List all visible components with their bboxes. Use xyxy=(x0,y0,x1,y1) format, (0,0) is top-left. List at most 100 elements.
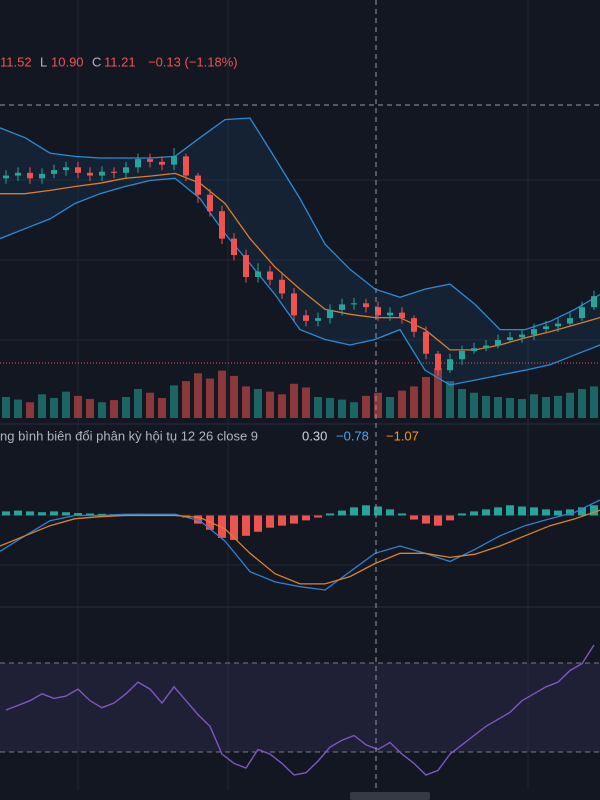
candle-body xyxy=(435,353,441,371)
volume-bar xyxy=(14,399,22,418)
macd-histogram-bar xyxy=(98,513,106,516)
volume-bar xyxy=(338,399,346,418)
volume-bar xyxy=(278,394,286,418)
bollinger-lower xyxy=(0,177,600,386)
macd-histogram-bar xyxy=(50,511,58,516)
macd-histogram-bar xyxy=(14,510,22,516)
volume-bar xyxy=(242,386,250,418)
volume-bar xyxy=(326,398,334,418)
volume-bar xyxy=(86,399,94,418)
candle-body xyxy=(591,296,597,308)
candle-body xyxy=(483,345,489,349)
volume-bar xyxy=(110,400,118,418)
candle-body xyxy=(255,271,261,277)
volume-bar xyxy=(314,396,322,418)
macd-signal-line xyxy=(0,509,600,585)
legend-change: −0.13 (−1.18%) xyxy=(148,54,238,69)
candle-body xyxy=(351,303,357,305)
macd-histogram-bar xyxy=(2,511,10,516)
bollinger-upper xyxy=(0,117,600,331)
candle-body xyxy=(51,170,57,174)
candle-body xyxy=(471,348,477,352)
macd-histogram-bar xyxy=(542,509,550,516)
candle-body xyxy=(243,255,249,277)
volume-bar xyxy=(50,398,58,418)
candle-body xyxy=(315,318,321,321)
macd-histogram-bar xyxy=(554,510,562,516)
candle-body xyxy=(15,172,21,176)
macd-histogram-bar xyxy=(302,515,310,521)
candle-body xyxy=(27,172,33,179)
scrollbar[interactable] xyxy=(350,792,430,800)
volume-bar xyxy=(410,386,418,418)
volume-bar xyxy=(446,381,454,418)
candle-body xyxy=(39,173,45,179)
candle-body xyxy=(387,312,393,316)
candle-body xyxy=(399,312,405,319)
macd-histogram-value: 0.30 xyxy=(302,428,327,443)
macd-histogram-bar xyxy=(470,511,478,516)
candle-body xyxy=(495,340,501,346)
macd-histogram-bar xyxy=(242,515,250,536)
candle-body xyxy=(207,194,213,212)
legend-close: 11.21 xyxy=(104,54,136,69)
macd-histogram-bar xyxy=(314,515,322,518)
volume-bar xyxy=(374,392,382,418)
macd-histogram-bar xyxy=(62,512,70,516)
macd-histogram-bar xyxy=(494,507,502,516)
candle-body xyxy=(159,161,165,165)
volume-bar xyxy=(254,389,262,418)
candle-body xyxy=(447,359,453,371)
macd-histogram-bar xyxy=(446,515,454,521)
volume-bar xyxy=(266,391,274,418)
candle-body xyxy=(195,175,201,195)
macd-histogram-bar xyxy=(482,509,490,516)
macd-histogram-bar xyxy=(458,513,466,516)
volume-bar xyxy=(518,399,526,418)
volume-bar xyxy=(26,402,34,418)
marks xyxy=(0,117,600,776)
candle-body xyxy=(567,318,573,324)
candle-body xyxy=(507,337,513,341)
candle-body xyxy=(171,156,177,165)
volume-bar xyxy=(350,402,358,418)
volume-bar xyxy=(434,368,442,418)
candle-body xyxy=(75,167,81,173)
volume-bar xyxy=(458,389,466,418)
volume-bar xyxy=(74,395,82,418)
macd-histogram-bar xyxy=(218,515,226,538)
candle-body xyxy=(183,156,189,176)
candle-body xyxy=(423,331,429,354)
volume-bar xyxy=(362,395,370,418)
candle-body xyxy=(291,293,297,316)
macd-histogram-bar xyxy=(398,513,406,516)
rsi-band xyxy=(0,663,600,752)
volume-bar xyxy=(506,398,514,418)
rsi-line xyxy=(5,644,595,776)
candle-body xyxy=(459,351,465,360)
macd-histogram-bar xyxy=(338,510,346,516)
macd-histogram-bar xyxy=(254,515,262,532)
volume-bar xyxy=(122,396,130,418)
volume-bar xyxy=(182,381,190,418)
macd-histogram-bar xyxy=(362,505,370,516)
candle-body xyxy=(231,238,237,256)
candle-body xyxy=(219,211,225,239)
macd-histogram-bar xyxy=(326,513,334,516)
macd-histogram-bar xyxy=(74,513,82,516)
candle-body xyxy=(87,172,93,176)
candle-body xyxy=(303,315,309,321)
legend-low: 10.90 xyxy=(51,54,84,69)
macd-histogram-bar xyxy=(578,507,586,516)
volume-bar xyxy=(566,392,574,418)
macd-histogram-bar xyxy=(506,505,514,516)
macd-histogram-bar xyxy=(518,506,526,516)
candle-body xyxy=(267,271,273,280)
macd-histogram-bar xyxy=(290,515,298,524)
volume-bar xyxy=(38,394,46,418)
candle-body xyxy=(531,329,537,335)
volume-bar xyxy=(554,395,562,418)
macd-signal-value: −1.07 xyxy=(386,428,419,443)
volume-bar xyxy=(98,402,106,418)
candle-body xyxy=(579,307,585,319)
